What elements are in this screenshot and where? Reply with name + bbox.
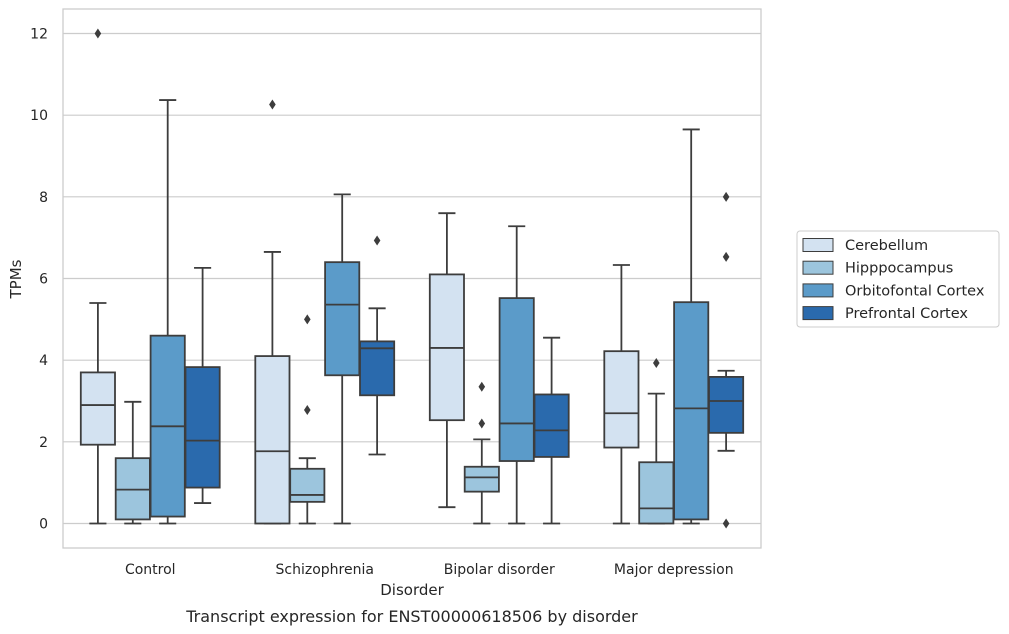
legend-label: Hipppocampus <box>845 261 953 277</box>
y-tick-label: 6 <box>39 272 48 288</box>
outlier-point <box>94 28 102 39</box>
box-1-3 <box>638 358 675 525</box>
box-1-0 <box>114 400 151 525</box>
outlier-point <box>722 251 730 262</box>
iqr-box <box>184 366 221 489</box>
box-0-2 <box>428 212 465 509</box>
legend-swatch <box>802 283 834 298</box>
x-tick-label: Schizophrenia <box>276 562 374 578</box>
box-2-3 <box>673 128 710 525</box>
x-tick-labels: Control Schizophrenia Bipolar disorder Majo… <box>125 562 734 578</box>
iqr-box <box>638 461 675 525</box>
outlier-point <box>373 235 381 246</box>
iqr-box <box>673 301 710 521</box>
legend-label: Cerebellum <box>845 238 928 254</box>
iqr-box <box>708 376 745 434</box>
legend-label: Orbitofontal Cortex <box>845 283 985 299</box>
box-3-0 <box>184 266 221 504</box>
figure-caption: Transcript expression for ENST0000061850… <box>185 607 638 626</box>
y-tick-labels: 0 2 4 6 8 10 12 <box>30 27 48 533</box>
outlier-point <box>304 314 311 325</box>
iqr-box <box>254 355 291 525</box>
y-tick-label: 10 <box>30 108 48 124</box>
box-0-1 <box>254 99 291 525</box>
legend-frame <box>796 230 1000 328</box>
box-1-2 <box>463 381 500 525</box>
iqr-box <box>289 467 326 503</box>
legend: Cerebellum Hipppocampus Orbitofontal Corte… <box>796 230 1000 328</box>
iqr-box <box>603 350 640 449</box>
box-2-0 <box>149 99 186 525</box>
box-0-0 <box>79 28 116 525</box>
outlier-point <box>304 404 311 415</box>
outlier-point <box>722 191 730 202</box>
box-0-3 <box>603 264 640 525</box>
iqr-box <box>359 340 396 397</box>
iqr-box <box>79 371 116 446</box>
plot-area-frame <box>62 8 762 549</box>
box-3-2 <box>533 336 570 525</box>
y-tick-label: 0 <box>39 517 48 533</box>
outlier-point <box>478 381 486 392</box>
outlier-point <box>722 518 730 529</box>
legend-swatch <box>802 306 834 321</box>
iqr-box <box>498 297 535 462</box>
y-tick-label: 12 <box>30 27 48 43</box>
y-tick-label: 8 <box>39 190 48 206</box>
box-3-3 <box>708 191 745 529</box>
x-axis-label: Disorder <box>380 581 444 599</box>
legend-label: Prefrontal Cortex <box>845 306 968 322</box>
legend-swatch <box>802 260 834 275</box>
box-2-2 <box>498 225 535 525</box>
iqr-box <box>533 393 570 458</box>
outlier-point <box>269 99 276 110</box>
x-tick-label: Control <box>125 562 176 578</box>
outlier-point <box>653 358 660 369</box>
box-3-1 <box>359 235 396 456</box>
box-1-1 <box>289 314 326 525</box>
y-tick-label: 2 <box>39 435 48 451</box>
x-tick-label: Bipolar disorder <box>444 562 555 578</box>
outlier-point <box>478 418 486 429</box>
iqr-box <box>324 261 361 377</box>
box-2-1 <box>324 193 361 525</box>
y-tick-label: 4 <box>39 353 48 369</box>
boxes <box>79 28 745 529</box>
legend-swatch <box>802 238 834 252</box>
iqr-box <box>463 465 500 493</box>
y-axis-label: TPMs <box>7 259 25 299</box>
x-tick-label: Major depression <box>614 562 734 578</box>
